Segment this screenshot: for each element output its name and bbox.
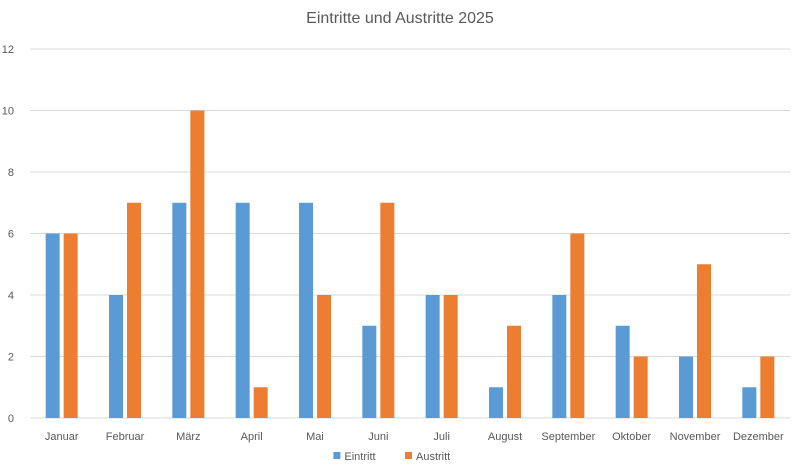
- bar-eintritt-august: [489, 387, 503, 418]
- y-tick-label: 0: [8, 413, 14, 425]
- x-tick-label: November: [670, 431, 721, 443]
- x-tick-label: Januar: [45, 431, 79, 443]
- gridlines: [30, 48, 790, 419]
- bar-eintritt-januar: [45, 233, 60, 418]
- x-tick-label: August: [488, 431, 522, 443]
- legend-label-austritt: Austritt: [416, 451, 450, 463]
- bar-eintritt-november: [679, 356, 693, 418]
- chart-title: Eintritte und Austritte 2025: [306, 10, 494, 27]
- bar-austritt-februar: [127, 202, 141, 418]
- y-tick-label: 6: [8, 229, 14, 241]
- bar-austritt-august: [507, 325, 521, 418]
- x-tick-label: Dezember: [733, 431, 784, 443]
- y-tick-label: 12: [2, 44, 14, 56]
- x-tick-label: Mai: [306, 431, 324, 443]
- bar-austritt-oktober: [633, 356, 648, 418]
- x-tick-label: April: [241, 431, 263, 443]
- x-tick-label: September: [541, 431, 595, 443]
- bar-eintritt-dezember: [742, 387, 757, 418]
- bar-austritt-juni: [380, 202, 395, 418]
- legend-swatch-austritt: [405, 452, 412, 459]
- bar-eintritt-april: [235, 202, 250, 418]
- legend: Eintritt Austritt: [333, 451, 450, 463]
- y-axis-ticks: 0 2 4 6 8 10 12: [2, 44, 14, 425]
- x-tick-label: Oktober: [612, 431, 651, 443]
- x-axis-ticks: Januar Februar März April Mai Juni Juli August S…: [45, 431, 784, 443]
- y-tick-label: 2: [8, 352, 14, 364]
- bar-austritt-april: [253, 387, 268, 418]
- x-tick-label: März: [176, 431, 200, 443]
- bar-eintritt-september: [552, 295, 567, 418]
- bar-austritt-dezember: [760, 356, 775, 418]
- legend-swatch-eintritt: [333, 452, 341, 459]
- bar-eintritt-februar: [109, 295, 123, 418]
- x-tick-label: Februar: [106, 431, 145, 443]
- bars: [45, 110, 775, 418]
- bar-eintritt-mai: [299, 202, 313, 418]
- x-tick-label: Juli: [433, 431, 450, 443]
- bar-eintritt-juni: [362, 325, 377, 418]
- bar-austritt-januar: [63, 233, 78, 418]
- bar-austritt-maerz: [190, 110, 205, 418]
- legend-label-eintritt: Eintritt: [344, 451, 375, 463]
- bar-austritt-september: [570, 233, 585, 418]
- bar-austritt-mai: [317, 295, 331, 418]
- x-tick-label: Juni: [368, 431, 388, 443]
- y-tick-label: 8: [8, 167, 14, 179]
- bar-eintritt-oktober: [615, 325, 630, 418]
- bar-eintritt-juli: [425, 295, 440, 418]
- bar-austritt-november: [697, 264, 711, 418]
- y-tick-label: 4: [8, 290, 14, 302]
- bar-eintritt-maerz: [172, 202, 187, 418]
- bar-austritt-juli: [443, 295, 458, 418]
- y-tick-label: 10: [2, 106, 14, 118]
